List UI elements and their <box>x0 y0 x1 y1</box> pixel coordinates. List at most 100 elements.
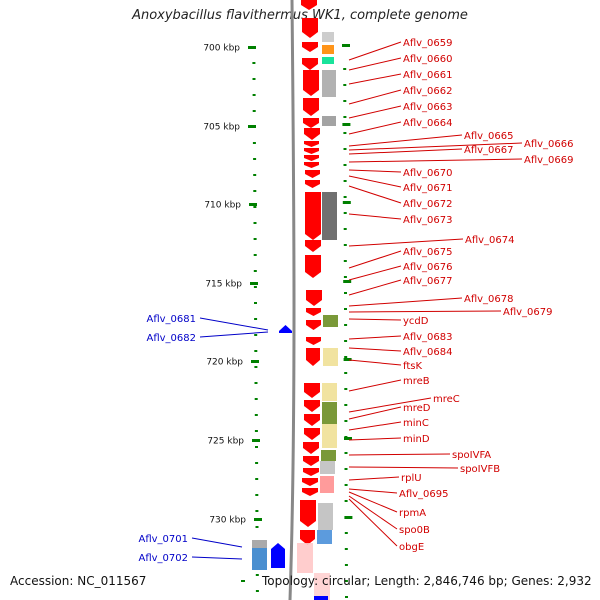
gene-label-aflv-0673[interactable]: Aflv_0673 <box>403 215 453 226</box>
label-leader-line <box>348 488 398 494</box>
gene-label-minc[interactable]: minC <box>403 418 429 429</box>
minor-tick-right <box>343 84 347 86</box>
scale-label: 710 kbp <box>204 201 241 211</box>
gene-label-aflv-0676[interactable]: Aflv_0676 <box>403 262 453 273</box>
minor-tick-right <box>343 244 347 246</box>
gene-label-aflv-0659[interactable]: Aflv_0659 <box>403 38 453 49</box>
gene-label-aflv-0684[interactable]: Aflv_0684 <box>403 347 453 358</box>
scale-label: 720 kbp <box>206 358 243 368</box>
gene-label-mred[interactable]: mreD <box>403 403 431 414</box>
minor-tick-right <box>343 276 347 278</box>
scale-label: 725 kbp <box>207 437 244 447</box>
gene-label-mrec[interactable]: mreC <box>433 394 460 405</box>
gene-label-rplu[interactable]: rplU <box>401 473 422 484</box>
minor-tick-left <box>253 206 257 208</box>
label-leader-line <box>348 89 402 105</box>
minor-tick-left <box>254 302 257 304</box>
label-leader-line <box>348 279 402 296</box>
scale-tick <box>251 360 259 363</box>
gene-label-aflv-0664[interactable]: Aflv_0664 <box>403 118 453 129</box>
feature-box <box>320 476 334 493</box>
minor-tick-left <box>255 574 259 576</box>
minor-tick-left <box>241 580 245 582</box>
map-title: Anoxybacillus flavithermus WK1, complete… <box>132 8 468 23</box>
forward-gene-arrow <box>304 400 320 412</box>
gene-label-aflv-0660[interactable]: Aflv_0660 <box>403 54 453 65</box>
gene-label-aflv-0661[interactable]: Aflv_0661 <box>403 70 453 81</box>
feature-box <box>297 543 313 573</box>
gene-label-aflv-0683[interactable]: Aflv_0683 <box>403 332 453 343</box>
gene-label-aflv-0662[interactable]: Aflv_0662 <box>403 86 453 97</box>
gene-label-rpma[interactable]: rpmA <box>399 508 426 519</box>
gene-track <box>252 0 338 600</box>
gene-label-aflv-0672[interactable]: Aflv_0672 <box>403 199 453 210</box>
label-leader-line <box>348 495 398 530</box>
gene-label-mreb[interactable]: mreB <box>403 376 430 387</box>
gene-label-aflv-0667[interactable]: Aflv_0667 <box>464 145 514 156</box>
backbone-line <box>288 0 296 600</box>
label-leader-line <box>348 310 502 313</box>
gene-label-aflv-0666[interactable]: Aflv_0666 <box>524 139 574 150</box>
feature-box <box>322 192 337 240</box>
minor-tick-right <box>344 292 347 294</box>
gene-label-aflv-0681[interactable]: Aflv_0681 <box>146 314 196 325</box>
minor-tick-right <box>343 260 347 262</box>
gene-label-spoivfb[interactable]: spoIVFB <box>460 464 500 475</box>
minor-tick-left <box>255 494 259 496</box>
gene-label-aflv-0669[interactable]: Aflv_0669 <box>524 155 574 166</box>
label-leader-line <box>348 437 402 441</box>
minor-tick-left <box>252 110 256 112</box>
label-leader-line <box>348 142 523 151</box>
scale-tick <box>250 282 258 285</box>
feature-box <box>320 461 335 474</box>
label-leader-line <box>348 335 402 340</box>
feature-box <box>323 315 338 327</box>
forward-gene-arrow <box>302 478 318 486</box>
gene-label-ycdd[interactable]: ycdD <box>403 316 429 327</box>
gene-label-aflv-0675[interactable]: Aflv_0675 <box>403 247 453 258</box>
minor-tick-left <box>254 366 258 368</box>
minor-tick-right <box>343 100 347 102</box>
minor-tick-left <box>254 414 258 416</box>
minor-tick-left <box>252 78 256 80</box>
gene-label-aflv-0678[interactable]: Aflv_0678 <box>464 294 514 305</box>
gene-label-spoivfa[interactable]: spoIVFA <box>452 450 491 461</box>
minor-tick-left <box>255 462 259 464</box>
label-leader-line <box>191 537 243 548</box>
feature-box <box>322 424 337 448</box>
gene-label-aflv-0702[interactable]: Aflv_0702 <box>138 553 188 564</box>
gene-label-aflv-0671[interactable]: Aflv_0671 <box>403 183 453 194</box>
gene-label-spo0b[interactable]: spo0B <box>399 525 430 536</box>
label-leader-line <box>348 185 402 204</box>
forward-gene-arrow <box>305 180 320 188</box>
gene-label-aflv-0682[interactable]: Aflv_0682 <box>146 333 196 344</box>
minor-tick-left <box>254 350 258 352</box>
gene-label-aflv-0701[interactable]: Aflv_0701 <box>138 534 188 545</box>
label-leader-line <box>348 213 402 220</box>
gene-label-aflv-0670[interactable]: Aflv_0670 <box>403 168 453 179</box>
gene-label-aflv-0663[interactable]: Aflv_0663 <box>403 102 453 113</box>
forward-gene-arrow <box>306 290 322 306</box>
gene-label-obge[interactable]: obgE <box>399 542 424 553</box>
label-leader-line <box>348 359 402 366</box>
minor-tick-left <box>253 286 257 288</box>
topology-text: Topology: circular; Length: 2,846,746 bp… <box>262 574 592 588</box>
label-leader-line <box>348 498 398 547</box>
gene-label-aflv-0674[interactable]: Aflv_0674 <box>465 235 515 246</box>
gene-label-aflv-0665[interactable]: Aflv_0665 <box>464 131 514 142</box>
gene-label-aflv-0695[interactable]: Aflv_0695 <box>399 489 449 500</box>
scale-tick <box>248 46 256 49</box>
gene-label-aflv-0677[interactable]: Aflv_0677 <box>403 276 453 287</box>
scale-tick <box>252 439 260 442</box>
minor-tick-right <box>344 580 348 582</box>
gene-label-aflv-0679[interactable]: Aflv_0679 <box>503 307 553 318</box>
scale-label: 730 kbp <box>209 516 246 526</box>
gene-label-ftsk[interactable]: ftsK <box>403 361 422 372</box>
minor-tick-left <box>253 222 257 224</box>
forward-gene-arrow <box>304 141 319 147</box>
scale-tick-right <box>343 280 352 283</box>
feature-box <box>252 548 267 570</box>
gene-label-mind[interactable]: minD <box>403 434 430 445</box>
forward-gene-arrow <box>304 414 320 426</box>
forward-gene-arrow <box>301 0 317 10</box>
